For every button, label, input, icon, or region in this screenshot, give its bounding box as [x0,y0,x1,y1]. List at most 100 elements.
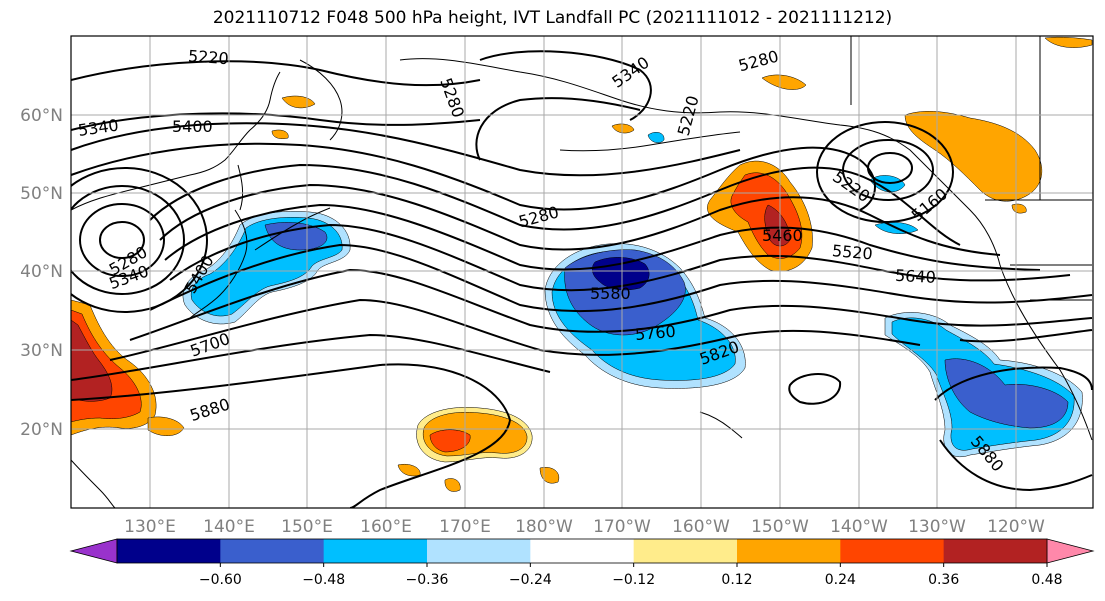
colorbar-segment [323,539,428,563]
lat-label: 40°N [20,262,63,282]
lat-label: 30°N [20,341,63,361]
positive-ivt-region-west-pacific-core [71,319,113,402]
gridlines [71,36,1093,508]
positive-ivt-region-north-america [904,111,1043,202]
colorbar-tick-label: −0.36 [406,572,449,588]
colorbar-segment [840,539,945,563]
coastline-asia [71,71,281,211]
coastline-kuril [254,207,331,251]
colorbar-tick-label: 0.36 [928,572,959,588]
coastline-sakhalin [237,164,244,211]
lon-label: 130°E [124,517,176,537]
colorbar-segment [633,539,738,563]
positive-ivt-spot-subtropical-c [444,478,461,492]
colorbar-frame [116,538,1048,564]
colorbar-segment [427,539,531,563]
colorbar-tick-label: −0.48 [302,572,345,588]
colorbar-extend-low [69,538,118,564]
coastline-alaska [399,58,1093,441]
height-contour [71,333,551,381]
colorbar-tick-label: 0.48 [1031,572,1062,588]
height-contour [149,163,961,246]
colorbar-ticks: −0.60 −0.48 −0.36 −0.24 −0.12 0.12 0.24 0.36 0.4… [199,563,1063,588]
lon-label: 150°E [281,517,333,537]
coastline-hawaii [699,411,743,439]
height-contour-low-ring [71,167,208,313]
height-contour [71,122,741,177]
height-contour-low-ring [79,203,165,277]
coastline-kamchatka [299,59,343,141]
height-contour-low-ring [71,185,185,295]
positive-ivt-spot-subtropical-b [539,467,560,484]
height-contour [788,373,842,405]
colorbar-tick-label: −0.60 [199,572,242,588]
positive-ivt-spot-north [1044,36,1093,48]
height-contours [71,50,1093,508]
contour-label: 5220 [187,46,229,68]
contour-label: 5400 [172,117,213,136]
colorbar-segment [943,539,1048,563]
lat-label: 20°N [20,420,63,440]
height-contour [475,97,641,161]
colorbar-segment [117,539,221,563]
lon-label: 180°W [515,517,573,537]
height-contour [959,329,1093,343]
lon-label: 170°E [439,517,491,537]
colorbar-tick-label: −0.24 [509,572,552,588]
contour-label: 5580 [590,284,631,303]
negative-ivt-spot-aleutian [647,132,665,143]
height-contour [159,183,1001,256]
lon-label: 160°E [360,517,412,537]
colorbar-segments [116,538,1048,564]
height-contour [939,439,1093,492]
border-canada-us [850,36,1092,301]
height-contour [129,268,1093,341]
lon-label: 140°E [203,517,255,537]
lon-label: 140°W [830,517,888,537]
colorbar: −0.60 −0.48 −0.36 −0.24 −0.12 0.12 0.24 0.36 0.4… [69,538,1095,588]
height-contour-gulf-low-ring [842,139,934,201]
negative-ivt-region-japan-core [264,222,328,251]
height-contour-low-center [99,221,145,259]
height-contour-gulf-low-ring [816,121,954,223]
colorbar-extend-high [1046,538,1095,564]
coastline-philippines [71,459,116,508]
height-contour [71,142,876,211]
height-contour [169,223,1071,292]
map-frame [70,35,1094,509]
map-title: 2021110712 F048 500 hPa height, IVT Land… [212,8,893,28]
contour-label: 5640 [895,266,937,287]
positive-ivt-spot-alaska [761,74,807,90]
positive-ivt-spot-west-pacific [147,416,185,436]
contour-label: 5520 [831,241,873,263]
colorbar-tick-label: −0.12 [612,572,655,588]
latitude-labels: 60°N 50°N 40°N 30°N 20°N [20,106,63,440]
height-contour [934,366,1093,401]
colorbar-tick-label: 0.24 [825,572,856,588]
contour-label: 5460 [762,226,803,245]
height-contour [71,60,481,87]
colorbar-segment [737,539,841,563]
positive-ivt-spot-bering [611,123,635,134]
longitude-labels: 130°E 140°E 150°E 160°E 170°E 180°W 170°… [124,517,1045,537]
lon-label: 160°W [672,517,730,537]
positive-ivt-spot-subtropical-d [271,129,289,139]
height-contour-gulf-low-center [867,152,913,184]
height-contour [71,363,512,508]
lon-label: 170°W [593,517,651,537]
lat-label: 50°N [20,184,63,204]
coastline-aleutians [559,131,741,152]
coastline-japan [189,209,248,319]
lon-label: 130°W [908,517,966,537]
height-contour [164,203,1041,271]
colorbar-tick-label: 0.12 [721,572,752,588]
contour-label: 5760 [634,322,676,344]
height-contour [479,50,652,121]
lon-label: 120°W [987,517,1045,537]
colorbar-segment [530,539,635,563]
lat-label: 60°N [20,106,63,126]
height-contour [71,112,481,131]
colorbar-segment [220,539,325,563]
positive-ivt-region-subtropical-core [429,429,471,453]
